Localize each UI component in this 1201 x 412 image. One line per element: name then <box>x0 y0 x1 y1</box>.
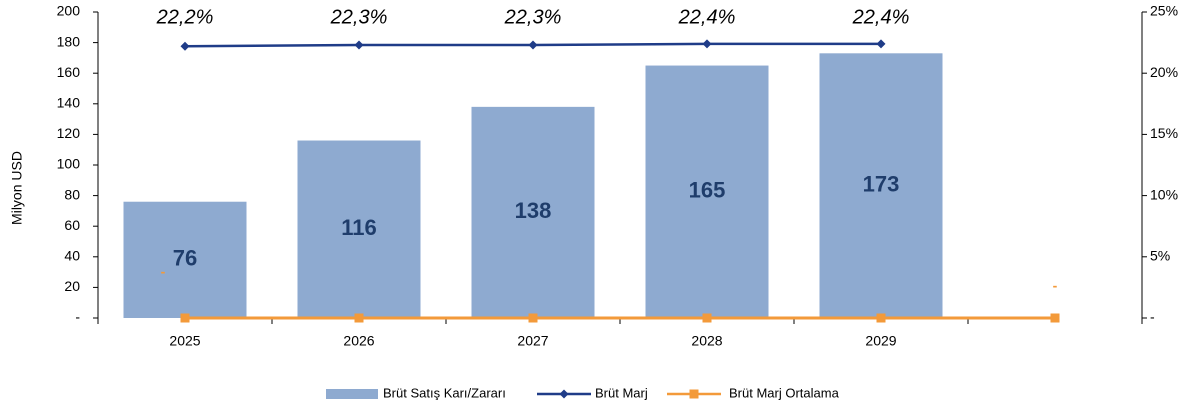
line-marker <box>702 39 712 49</box>
y-tick-label: 180 <box>57 33 81 49</box>
line-marker <box>528 313 538 323</box>
line-marker <box>528 40 538 50</box>
legend-marker <box>689 389 699 399</box>
bar <box>645 65 769 318</box>
y2-tick-label: 5% <box>1150 248 1170 264</box>
x-tick-label: 2025 <box>169 333 200 349</box>
line-label: - <box>1053 278 1058 294</box>
bar-label: 173 <box>863 171 900 196</box>
y-tick-label: 140 <box>57 95 81 111</box>
line-marker <box>354 313 364 323</box>
y-tick-label: 100 <box>57 156 81 172</box>
y-tick-label: - <box>75 309 80 325</box>
bar <box>297 140 421 318</box>
y-tick-label: 20 <box>64 278 80 294</box>
line-marker <box>876 313 886 323</box>
bar-label: 138 <box>515 198 552 223</box>
legend-marker <box>559 389 569 399</box>
y-axis-title: Milyon USD <box>9 151 25 225</box>
legend-swatch <box>326 389 378 399</box>
bar-label: 116 <box>341 215 377 240</box>
line-marker <box>702 313 712 323</box>
x-tick-label: 2029 <box>865 333 896 349</box>
legend-label: Brüt Marj <box>595 385 648 400</box>
bar <box>471 106 595 318</box>
line-label: 22,3% <box>330 6 388 28</box>
bar-label: 76 <box>173 246 197 271</box>
bar <box>123 201 247 318</box>
bar <box>819 53 943 319</box>
line-marker <box>354 40 364 50</box>
x-tick-label: 2027 <box>517 333 548 349</box>
line-marker <box>180 313 190 323</box>
y-tick-label: 200 <box>57 3 81 19</box>
y2-tick-label: 15% <box>1150 125 1178 141</box>
line-label: 22,3% <box>504 6 562 28</box>
bar-label: 165 <box>689 178 726 203</box>
line-marker <box>180 41 190 51</box>
y2-tick-label: 10% <box>1150 186 1178 202</box>
line-label: 22,4% <box>852 6 910 28</box>
line-label: 22,2% <box>156 6 214 28</box>
y-tick-label: 80 <box>64 186 80 202</box>
line-marker <box>1050 313 1060 323</box>
x-tick-label: 2028 <box>691 333 722 349</box>
y2-tick-label: 25% <box>1150 3 1178 19</box>
line-label: - <box>161 264 166 280</box>
y2-tick-label: - <box>1150 309 1155 325</box>
y-tick-label: 40 <box>64 248 80 264</box>
x-tick-label: 2026 <box>343 333 374 349</box>
legend-label: Brüt Marj Ortalama <box>729 385 840 400</box>
y2-tick-label: 20% <box>1150 64 1178 80</box>
y-tick-label: 160 <box>57 64 81 80</box>
line-label: 22,4% <box>678 6 736 28</box>
y-tick-label: 60 <box>64 217 80 233</box>
line-marker <box>876 39 886 49</box>
y-tick-label: 120 <box>57 125 81 141</box>
legend-label: Brüt Satış Karı/Zararı <box>383 385 506 400</box>
